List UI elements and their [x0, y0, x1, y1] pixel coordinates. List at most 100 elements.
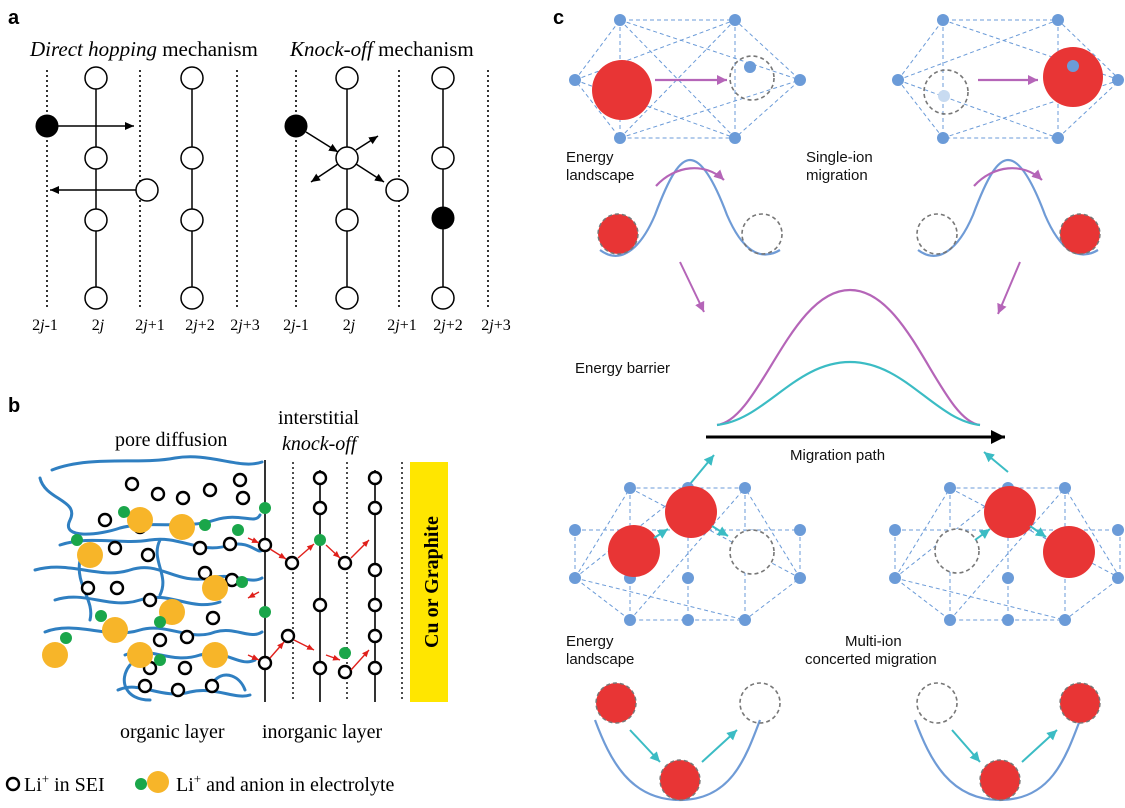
- knockoff-path-arrows: [248, 538, 369, 670]
- vacancy: [730, 530, 774, 574]
- energy-landscape-right: [917, 160, 1100, 256]
- empty-site: [181, 209, 203, 231]
- legend-electrolyte-label: Li+ and anion in electrolyte: [176, 771, 395, 796]
- multi-ion-barrier-curve: [717, 362, 980, 425]
- cu-graphite-label: Cu or Graphite: [421, 516, 443, 648]
- single-ion-lattice-right: [892, 14, 1124, 144]
- up-arrow-right: [984, 452, 1008, 472]
- legend-sei-sup: +: [42, 771, 49, 786]
- panel-c: c: [553, 7, 1124, 800]
- vacancy: [935, 529, 979, 573]
- multi-ion-lattice-left: [569, 482, 806, 626]
- plane-tick-label: 2j-1: [283, 317, 309, 334]
- ion-red: [608, 525, 660, 577]
- ion-red: [984, 486, 1036, 538]
- organic-layer-label: organic layer: [120, 721, 225, 743]
- panel-c-tag: c: [553, 7, 564, 29]
- ion-red: [665, 486, 717, 538]
- plane-tick-label: 2j+3: [481, 317, 510, 334]
- node: [1067, 60, 1079, 72]
- down-arrow-left: [680, 262, 704, 312]
- knock-ticks: 2j-1 2j 2j+1 2j+2 2j+3: [283, 317, 511, 334]
- knock-off-italic: Knock-off: [289, 37, 376, 61]
- panel-b: b pore diffusion interstitial knock-off …: [7, 395, 448, 796]
- energy-landscape-label-1a: Energy: [566, 149, 614, 166]
- empty-site: [85, 287, 107, 309]
- panel-b-tag: b: [8, 395, 20, 417]
- panel-a-tag: a: [8, 7, 20, 29]
- empty-site: [181, 147, 203, 169]
- multi-ion-landscape-left: [595, 683, 780, 800]
- empty-site: [432, 287, 454, 309]
- knock-arrow: [311, 164, 338, 182]
- faded-node: [938, 90, 950, 102]
- plane-tick-label: 2j-1: [32, 317, 58, 334]
- knock-arrow: [356, 136, 378, 150]
- legend-anion-marker: [135, 778, 147, 790]
- empty-site: [181, 67, 203, 89]
- multi-ion-label-a: Multi-ion: [845, 633, 902, 650]
- empty-site: [336, 147, 358, 169]
- ion-red: [1043, 47, 1103, 107]
- filled-site: [285, 115, 307, 137]
- direct-hopping-lattice: [36, 67, 237, 310]
- plane-tick-label: 2j+2: [433, 317, 462, 334]
- plane-tick-label: 2j: [343, 317, 356, 334]
- single-ion-label-b: migration: [806, 167, 868, 184]
- legend-sei-rest: in SEI: [49, 774, 105, 796]
- pore-diffusion-label: pore diffusion: [115, 429, 227, 451]
- multi-ion-landscape-right: [915, 683, 1100, 800]
- energy-landscape-label-2a: Energy: [566, 633, 614, 650]
- empty-site: [386, 179, 408, 201]
- empty-site: [85, 147, 107, 169]
- direct-hopping-title: Direct hopping mechanism: [29, 37, 258, 61]
- single-ion-lattice-left: [569, 14, 806, 144]
- plane-tick-label: 2j+2: [185, 317, 214, 334]
- plane-tick-label: 2j+1: [135, 317, 164, 334]
- inorganic-layer-label: inorganic layer: [262, 721, 382, 743]
- migration-path-label: Migration path: [790, 447, 885, 464]
- empty-site: [336, 287, 358, 309]
- legend-elec-rest: and anion in electrolyte: [201, 774, 394, 796]
- empty-site: [85, 67, 107, 89]
- ion-red: [1043, 526, 1095, 578]
- knock-off-rest: mechanism: [373, 37, 474, 61]
- single-ion-label-a: Single-ion: [806, 149, 873, 166]
- filled-site: [36, 115, 58, 137]
- legend-sei-label: Li+ in SEI: [24, 771, 105, 796]
- energy-landscape-label-2b: landscape: [566, 651, 634, 668]
- direct-ticks: 2j-1 2j 2j+1 2j+2 2j+3: [32, 317, 260, 334]
- energy-landscape-label-1b: landscape: [566, 167, 634, 184]
- down-arrow-right: [998, 262, 1020, 314]
- plane-tick-label: 2j: [92, 317, 105, 334]
- direct-hopping-italic: Direct hopping: [29, 37, 157, 61]
- empty-site: [336, 67, 358, 89]
- legend-sei-marker: [7, 778, 19, 790]
- plane-tick-label: 2j+3: [230, 317, 259, 334]
- empty-site: [136, 179, 158, 201]
- filled-site: [432, 207, 454, 229]
- energy-barrier-label: Energy barrier: [575, 360, 670, 377]
- empty-site: [181, 287, 203, 309]
- knock-arrow: [306, 132, 338, 152]
- knock-off-lattice: [285, 67, 488, 310]
- multi-ion-lattice-right: [889, 482, 1124, 626]
- ion-red: [592, 60, 652, 120]
- interstitial-label: interstitial: [278, 407, 360, 429]
- legend-elec-li: Li: [176, 774, 194, 796]
- single-ion-barrier-curve: [717, 290, 980, 425]
- legend-li-marker: [147, 771, 169, 793]
- empty-site: [432, 67, 454, 89]
- multi-ion-label-b: concerted migration: [805, 651, 937, 668]
- knock-off-title: Knock-off mechanism: [289, 37, 474, 61]
- panel-a: a Direct hopping mechanism Knock-off mec…: [8, 7, 511, 334]
- legend-sei-li: Li: [24, 774, 42, 796]
- panel-b-legend: Li+ in SEI Li+ and anion in electrolyte: [7, 771, 395, 796]
- empty-site: [432, 147, 454, 169]
- direct-hopping-rest: mechanism: [157, 37, 258, 61]
- up-arrow-left: [690, 455, 714, 484]
- empty-site: [85, 209, 107, 231]
- knock-arrow: [356, 164, 384, 182]
- legend-elec-sup: +: [194, 771, 201, 786]
